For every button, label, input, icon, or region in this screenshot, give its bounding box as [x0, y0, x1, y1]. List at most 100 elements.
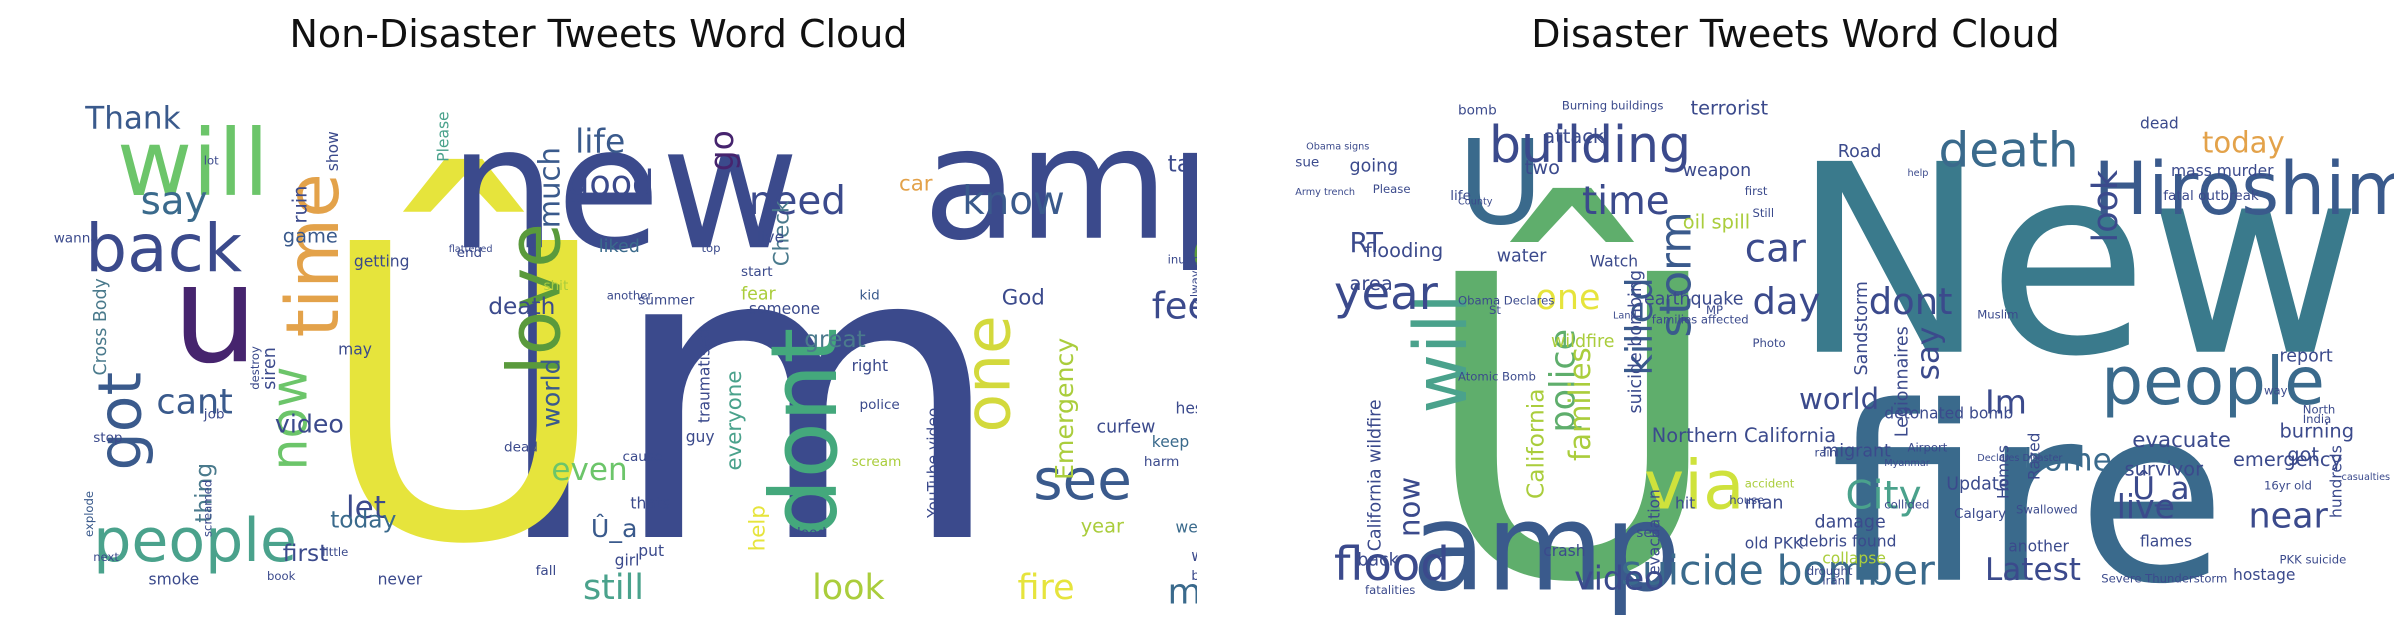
- word-update-63: Update: [1946, 475, 2009, 495]
- word-scream-101: scream: [852, 454, 902, 470]
- word-fatalities-98: fatalities: [1365, 583, 1415, 597]
- word-curfew-60: curfew: [1097, 418, 1156, 438]
- word-life-26: life: [575, 121, 625, 160]
- word-mass-murder-49: mass murder: [2171, 162, 2274, 180]
- word-even-43: even: [551, 452, 627, 488]
- word-put-105: put: [638, 542, 664, 560]
- word-new-2: new: [449, 90, 800, 288]
- word-obama-signs-120: Obama signs: [1306, 141, 1369, 152]
- word-police-99: police: [860, 397, 900, 413]
- word-suicide-bomber-12: suicide bomber: [1621, 547, 1935, 595]
- word-wildfire-62: wildfire: [1551, 332, 1615, 352]
- word-police-24: police: [1543, 329, 1583, 433]
- chart-title: Non-Disaster Tweets Word Cloud: [289, 12, 908, 56]
- word-thing-47: thing: [191, 463, 218, 523]
- word-myanmar-114: Myanmar: [1884, 458, 1930, 469]
- word-northern-california-38: Northern California: [1652, 424, 1836, 447]
- word-got-47: got: [2287, 443, 2319, 466]
- word-sue-91: sue: [1295, 155, 1319, 171]
- word-next-114: next: [93, 550, 119, 564]
- word-weapon-54: weapon: [1683, 161, 1751, 181]
- word-inundated-135: inundated: [1168, 252, 1197, 266]
- word-st-110: St: [1489, 303, 1501, 317]
- word-calgary-82: Calgary: [1954, 506, 2006, 522]
- word-harm-92: harm: [1144, 454, 1180, 470]
- word-another-70: another: [2008, 537, 2069, 555]
- word-army-trench-121: Army trench: [1295, 187, 1355, 198]
- word-video-46: video: [275, 410, 344, 439]
- word-terrorist-51: terrorist: [1691, 96, 1769, 119]
- word-game-67: game: [283, 225, 338, 248]
- word-casualties-109: casualties: [2342, 472, 2391, 483]
- word-california-wildfire-40: California wildfire: [1366, 399, 1386, 551]
- word-swallowed-83: Swallowed: [2016, 502, 2078, 516]
- word-two-53: two: [1525, 156, 1560, 179]
- word-cause-103: cause: [623, 449, 663, 465]
- word-god-57: God: [1002, 285, 1045, 310]
- word-will-7: will: [1399, 293, 1484, 413]
- word-getting-71: getting: [354, 252, 410, 270]
- word-day-18: day: [1753, 280, 1821, 323]
- word-feel-24: feel: [1152, 285, 1197, 328]
- word-water-57: water: [1497, 247, 1548, 267]
- word-may-119: may: [338, 341, 372, 359]
- word-hit-79: hit: [1675, 495, 1695, 513]
- word-still-31: still: [583, 568, 644, 608]
- word-flattened-137: flattened: [449, 244, 493, 255]
- word-burned-90: burned: [1191, 568, 1197, 584]
- word-screamed-115: screamed: [201, 480, 215, 537]
- word-thats-104: thats: [630, 495, 670, 513]
- word-time-13: time: [1582, 179, 1670, 224]
- word-traumatised-98: traumatised: [695, 329, 713, 423]
- word-great-53: great: [804, 326, 866, 353]
- word-need-19: need: [749, 179, 846, 224]
- word-burning-46: burning: [2280, 419, 2355, 442]
- word-got-13: got: [86, 372, 156, 471]
- word-back-10: back: [85, 210, 242, 287]
- word-crash-76: crash: [1543, 542, 1585, 560]
- word-never-111: never: [378, 571, 423, 589]
- word-emergency-45: emergency: [2233, 448, 2342, 471]
- word-report-48: report: [2280, 346, 2333, 366]
- word-death-54: death: [488, 293, 555, 320]
- word-one-9: one: [951, 315, 1025, 432]
- word-dont-21: dont: [1869, 280, 1953, 323]
- word-look-19: look: [2086, 169, 2126, 242]
- word---0: Û: [1419, 184, 1724, 620]
- word-16yr-old-107: 16yr old: [2264, 479, 2312, 493]
- word-accident-85: accident: [1745, 477, 1795, 491]
- word-hundreds-81: hundreds: [2328, 445, 2346, 518]
- word-legionnaires-41: Legionnaires: [1893, 326, 1913, 437]
- word-first-49: first: [283, 540, 328, 567]
- word-please-99: Please: [1373, 182, 1411, 196]
- word-much-27: much: [532, 147, 566, 228]
- word-earthquake-61: earthquake: [1644, 289, 1743, 309]
- word-another-129: another: [607, 289, 653, 303]
- word-car-17: car: [1745, 227, 1806, 272]
- word-now-33: now: [1392, 477, 1426, 537]
- word-smoke-112: smoke: [149, 571, 200, 589]
- word-shit-123: shit: [544, 278, 569, 294]
- word-top-127: top: [702, 241, 721, 255]
- word-going-59: going: [1350, 156, 1399, 176]
- word-home-29: home: [2024, 443, 2112, 479]
- word-hes-93: hes: [1176, 400, 1198, 418]
- word-fatal-outbreak-50: fatal outbreak: [2163, 188, 2259, 204]
- word-house-86: house: [1729, 493, 1764, 507]
- word-building-8: building: [1489, 115, 1691, 174]
- word-stop-118: stop: [93, 430, 122, 446]
- word-india-102: India: [2303, 412, 2332, 426]
- word-atomic-bomb-97: Atomic Bomb: [1458, 369, 1536, 383]
- word-first-94: first: [1745, 184, 1768, 198]
- word-near-30: near: [2249, 497, 2329, 537]
- word-people-12: people: [93, 506, 297, 576]
- word-show-70: show: [324, 131, 342, 171]
- word-please-69: Please: [435, 111, 453, 161]
- word-watch-88: watch: [1191, 547, 1197, 565]
- word-keep-83: keep: [1152, 433, 1189, 451]
- word-guy-102: guy: [686, 428, 715, 446]
- word-county-117: County: [1458, 197, 1493, 208]
- word-flood-11: flood: [1334, 537, 1450, 591]
- word-year-14: year: [1334, 266, 1439, 320]
- word-attack-52: attack: [1543, 125, 1605, 148]
